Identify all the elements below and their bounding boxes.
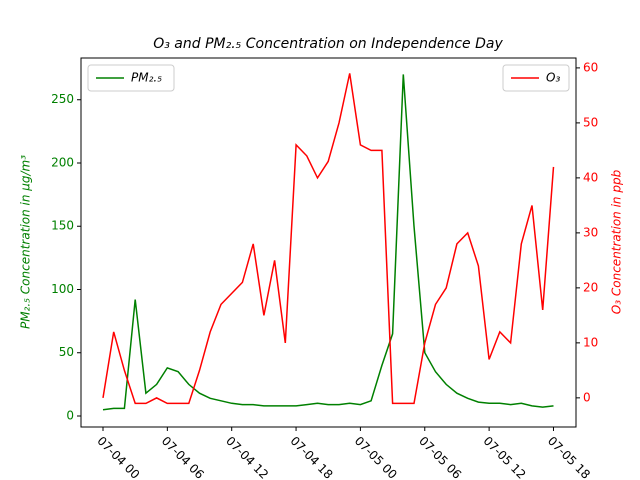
x-tick-label: 07-04 06 — [159, 434, 207, 480]
series-line — [102, 73, 555, 405]
y2-tick-label: 10 — [583, 335, 598, 349]
y-axis-label: PM₂.₅ Concentration in μg/m³ — [19, 155, 33, 329]
x-tick-label: 07-05 12 — [481, 434, 529, 480]
plot-frame — [80, 57, 577, 428]
y-tick-label: 250 — [51, 92, 74, 106]
y-tick-label: 150 — [51, 219, 74, 233]
legend-label: O₃ — [546, 71, 560, 85]
y-tick-label: 0 — [66, 408, 74, 422]
series-line — [102, 74, 554, 411]
y-tick-label: 200 — [51, 155, 74, 169]
legend: PM₂.₅ — [87, 64, 175, 92]
legend-box — [87, 64, 175, 92]
x-tick-label: 07-04 18 — [287, 434, 335, 480]
x-tick-label: 07-05 18 — [545, 434, 593, 480]
y2-tick-label: 30 — [583, 225, 598, 239]
x-tick-label: 07-04 12 — [223, 434, 271, 480]
legend: O₃ — [502, 64, 570, 92]
y2-tick-label: 20 — [583, 280, 598, 294]
y2-tick-label: 60 — [583, 60, 598, 74]
y2-tick-label: 50 — [583, 115, 598, 129]
x-tick-label: 07-05 06 — [416, 434, 464, 480]
x-tick-label: 07-05 00 — [352, 434, 400, 480]
x-tick-label: 07-04 00 — [94, 434, 142, 480]
y2-tick-label: 40 — [583, 170, 598, 184]
legend-label: PM₂.₅ — [131, 71, 162, 85]
y-tick-label: 100 — [51, 282, 74, 296]
y2-tick-label: 0 — [583, 390, 591, 404]
y-tick-label: 50 — [59, 345, 74, 359]
y2-axis-label: O₃ Concentration in ppb — [610, 169, 624, 314]
chart-title: O₃ and PM₂.₅ Concentration on Independen… — [153, 36, 503, 52]
